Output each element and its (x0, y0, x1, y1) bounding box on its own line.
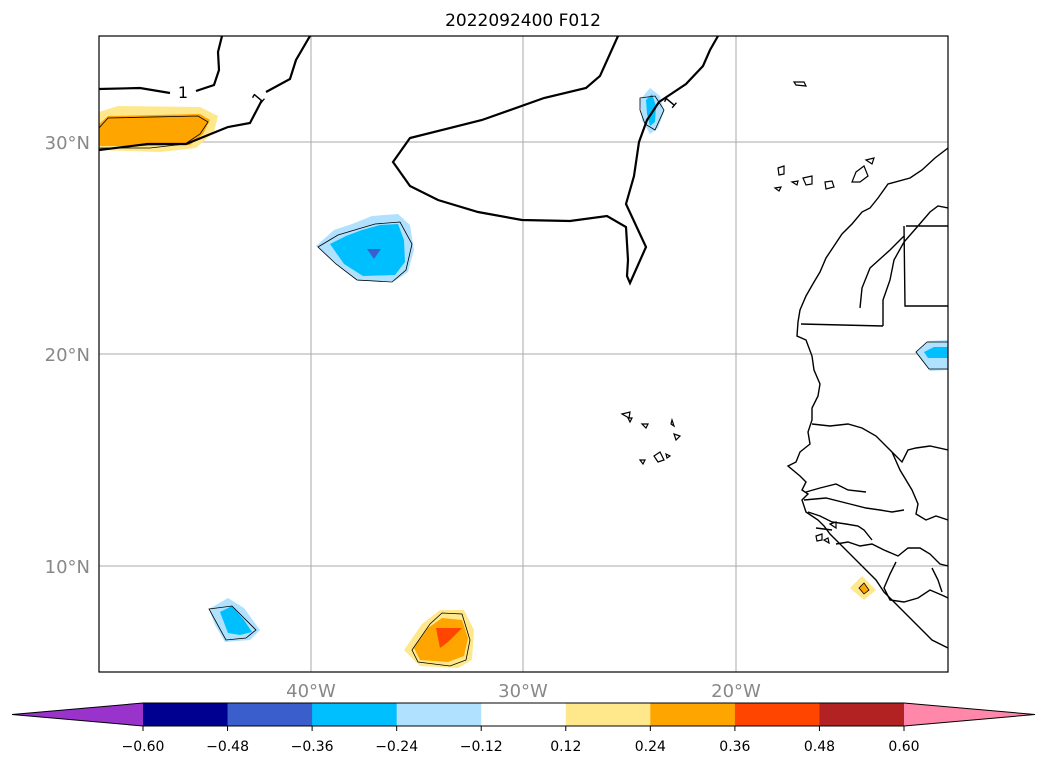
contour-labels: 1 1 1 (178, 83, 681, 112)
lat-label-30n: 30°N (45, 133, 90, 154)
axis-labels: 30°N 20°N 10°N 40°W 30°W 20°W (45, 133, 761, 702)
map-area: 1 1 1 (99, 36, 948, 672)
colorbar-extend-low (12, 703, 143, 726)
colorbar-segment (227, 703, 313, 726)
gridlines (99, 36, 948, 672)
colorbar-segment (481, 703, 567, 726)
islands (620, 81, 875, 545)
lon-label-40w: 40°W (286, 681, 336, 702)
lon-label-30w: 30°W (498, 681, 548, 702)
cape-verde-islands (620, 411, 682, 466)
figure-title: 2022092400 F012 (445, 11, 601, 31)
colorbar-segment (396, 703, 482, 726)
anomaly-blob-east-negative (915, 340, 948, 371)
colorbar-tick-label: 0.60 (888, 739, 919, 755)
colorbar: −0.60 −0.48 −0.36 −0.24 −0.12 0.12 0.24 0.36 0.4… (11, 702, 1036, 755)
bijagos-islands (815, 521, 837, 545)
contour-lines (99, 36, 719, 286)
anomaly-blob-central-negative (316, 214, 414, 283)
colorbar-tick-label: 0.36 (719, 739, 750, 755)
colorbar-segment (819, 703, 905, 726)
west-africa-coastline (786, 147, 948, 649)
colorbar-tick-label: 0.48 (804, 739, 835, 755)
lat-label-10n: 10°N (45, 557, 90, 578)
contour-label: 1 (178, 83, 188, 102)
azores-island (792, 81, 808, 87)
contour-line-west (99, 36, 224, 95)
colorbar-extend-high (904, 703, 1035, 726)
colorbar-tick-label: −0.36 (291, 739, 334, 755)
colorbar-segment (650, 703, 736, 726)
colorbar-segment (734, 703, 820, 726)
colorbar-segment (312, 703, 398, 726)
anomaly-blob-south-positive (404, 610, 474, 668)
lat-label-20n: 20°N (45, 345, 90, 366)
contour-line-northwest (99, 36, 311, 152)
anomaly-blob-sw-negative (208, 598, 260, 642)
colorbar-tick-label: 0.12 (550, 739, 581, 755)
colorbar-segment (565, 703, 651, 726)
colorbar-tick-label: −0.24 (375, 739, 418, 755)
contour-line-central (391, 36, 719, 286)
country-borders-south (803, 423, 948, 603)
madeira-island (777, 165, 785, 176)
anomaly-blob-se-positive (850, 576, 876, 600)
colorbar-tick-label: −0.12 (460, 739, 503, 755)
colorbar-tick-label: 0.24 (635, 739, 666, 755)
country-borders-north (800, 205, 948, 327)
map-frame (98, 35, 949, 673)
colorbar-segment (143, 703, 229, 726)
lon-label-20w: 20°W (711, 681, 761, 702)
canary-islands (773, 157, 875, 192)
colorbar-tick-label: −0.48 (206, 739, 249, 755)
colorbar-tick-label: −0.60 (122, 739, 165, 755)
coastlines (786, 147, 948, 649)
